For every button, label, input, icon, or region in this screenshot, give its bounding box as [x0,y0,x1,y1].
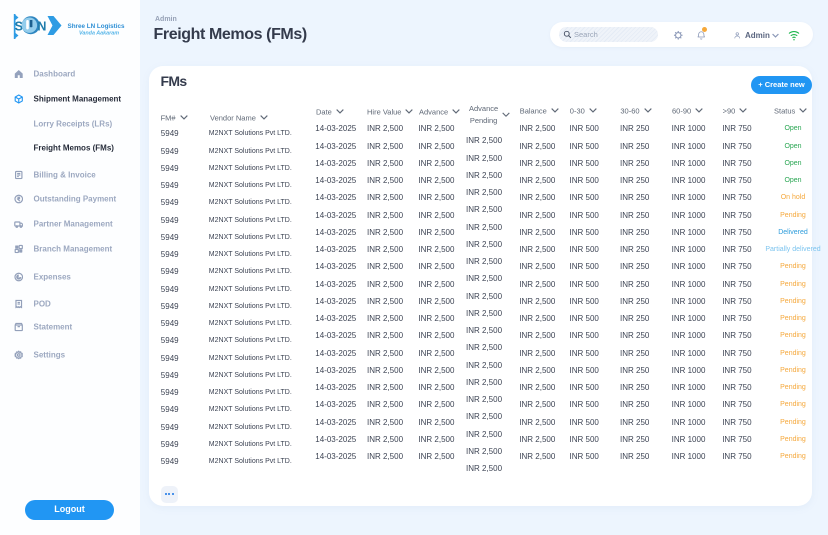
svg-text:S: S [15,19,23,33]
svg-text:N: N [37,19,46,33]
svg-text:Shree LN Logistics: Shree LN Logistics [68,23,126,30]
svg-text:Vanda Aakaram: Vanda Aakaram [79,31,119,37]
